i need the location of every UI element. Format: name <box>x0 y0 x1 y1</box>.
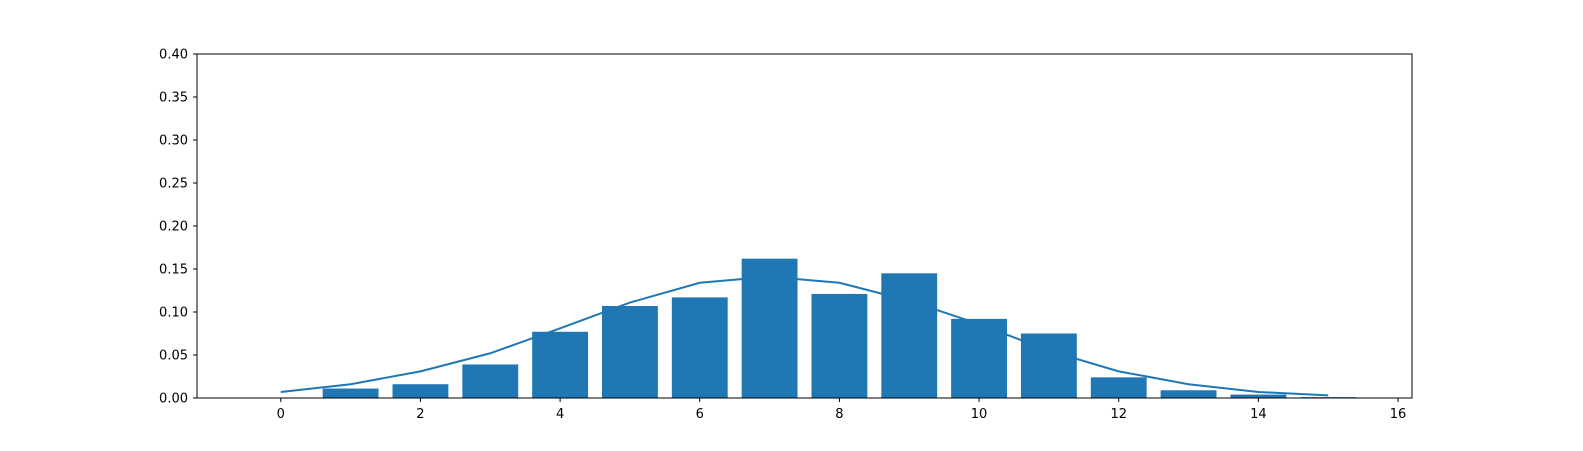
y-tick-label: 0.00 <box>159 392 188 407</box>
x-tick-label: 4 <box>556 407 564 422</box>
y-tick-label: 0.35 <box>159 91 188 106</box>
x-axis: 0 2 4 6 8 10 12 14 16 <box>277 398 1407 422</box>
x-tick-label: 14 <box>1250 407 1267 422</box>
y-tick-label: 0.30 <box>159 134 188 149</box>
bar-4 <box>532 331 589 398</box>
y-tick-label: 0.40 <box>159 48 188 63</box>
bar-series <box>322 258 1357 398</box>
bar-1 <box>322 388 379 398</box>
x-tick-label: 6 <box>696 407 704 422</box>
bar-14 <box>1230 394 1287 398</box>
bar-12 <box>1090 377 1147 398</box>
y-tick-label: 0.05 <box>159 349 188 364</box>
bar-9 <box>881 273 938 398</box>
bar-5 <box>602 305 658 398</box>
bar-3 <box>462 364 519 398</box>
y-axis: 0.00 0.05 0.10 0.15 0.20 0.25 0.30 0.35 0.40 <box>159 48 197 407</box>
line-curve <box>280 275 1329 397</box>
y-tick-label: 0.15 <box>159 263 188 278</box>
plot-area-frame <box>196 53 1413 399</box>
x-tick-label: 0 <box>277 407 285 422</box>
y-tick-label: 0.20 <box>159 220 188 235</box>
x-tick-label: 10 <box>971 407 988 422</box>
bar-13 <box>1160 390 1217 398</box>
line-series <box>280 275 1329 397</box>
bar-7 <box>741 258 798 398</box>
x-tick-label: 8 <box>835 407 843 422</box>
bar-6 <box>671 297 728 398</box>
x-tick-label: 12 <box>1110 407 1127 422</box>
y-tick-label: 0.10 <box>159 306 188 321</box>
bar-2 <box>392 384 449 398</box>
x-tick-label: 2 <box>416 407 424 422</box>
x-tick-label: 16 <box>1390 407 1407 422</box>
bar-8 <box>811 293 868 398</box>
y-tick-label: 0.25 <box>159 177 188 192</box>
